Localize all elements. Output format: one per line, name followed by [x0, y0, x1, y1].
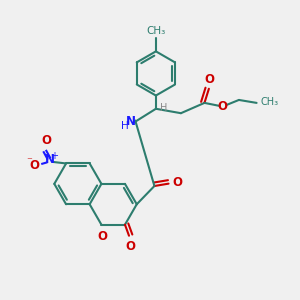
Text: O: O	[97, 230, 107, 243]
Text: H: H	[160, 103, 167, 112]
Text: N: N	[45, 153, 55, 166]
Text: O: O	[173, 176, 183, 189]
Text: O: O	[218, 100, 228, 113]
Text: +: +	[50, 151, 58, 160]
Text: O: O	[125, 240, 135, 253]
Text: N: N	[126, 115, 136, 128]
Text: O: O	[204, 73, 214, 86]
Text: H: H	[121, 122, 128, 131]
Text: O: O	[41, 134, 51, 147]
Text: ⁻: ⁻	[26, 156, 32, 166]
Text: CH₃: CH₃	[260, 97, 278, 107]
Text: CH₃: CH₃	[146, 26, 166, 36]
Text: O: O	[30, 159, 40, 172]
